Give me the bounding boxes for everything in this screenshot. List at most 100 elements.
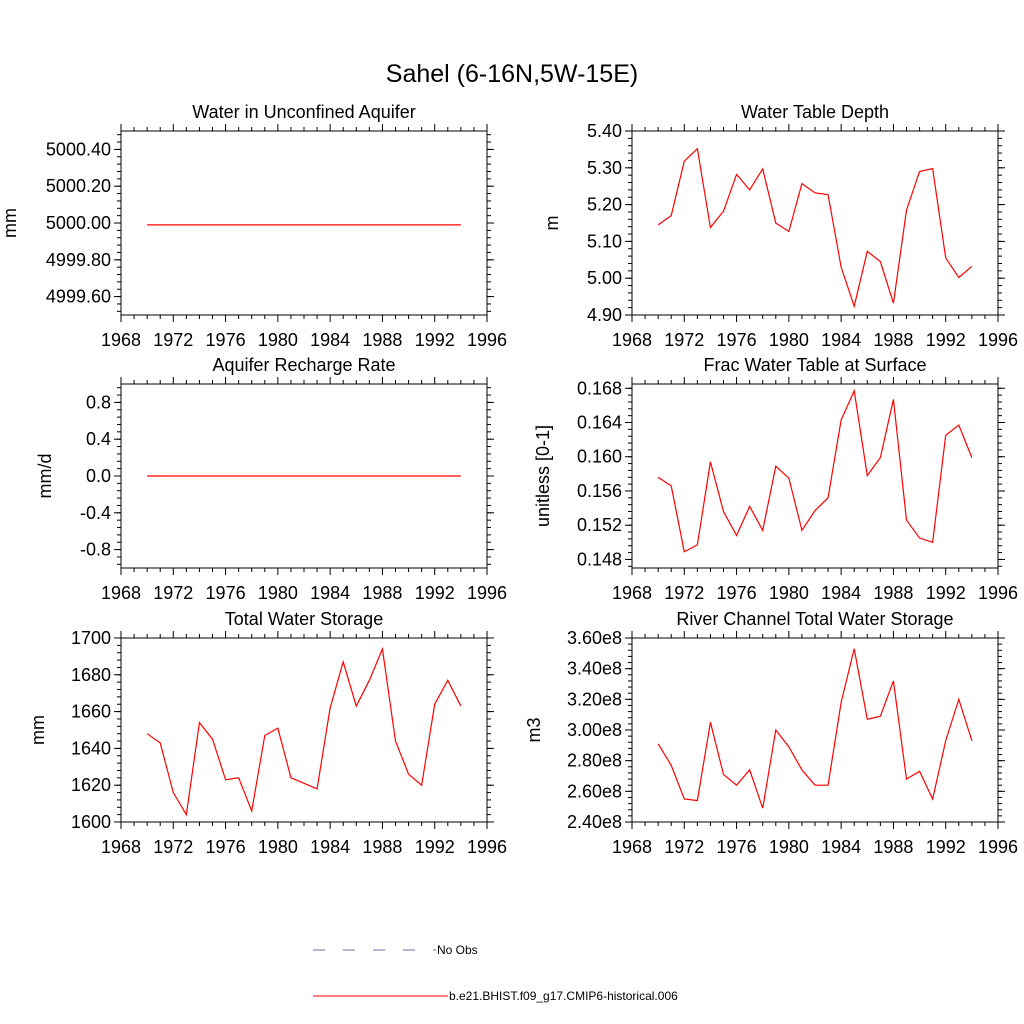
- x-tick-label: 1976: [717, 583, 757, 603]
- y-tick-label: 3.60e8: [567, 628, 622, 648]
- x-tick-label: 1996: [467, 583, 507, 603]
- plot-frame: [120, 130, 488, 316]
- y-tick-label: 1620: [71, 775, 111, 795]
- y-tick-label: 0.8: [86, 392, 111, 412]
- x-tick-label: 1988: [873, 583, 913, 603]
- x-tick-label: 1988: [873, 837, 913, 857]
- y-axis-label: mm/d: [35, 454, 55, 499]
- y-tick-label: 5.00: [587, 268, 622, 288]
- panel-6: River Channel Total Water Storage m3 1968 1…: [524, 609, 1018, 857]
- x-tick-label: 1972: [153, 330, 193, 350]
- x-tick-label: 1980: [769, 583, 809, 603]
- y-tick-label: 2.40e8: [567, 812, 622, 832]
- panel-title: Aquifer Recharge Rate: [212, 355, 395, 375]
- x-tick-label: 1992: [415, 837, 455, 857]
- x-tick-label: 1968: [612, 837, 652, 857]
- x-tick-label: 1968: [101, 330, 141, 350]
- y-tick-label: 2.60e8: [567, 781, 622, 801]
- panels: Water in Unconfined Aquifer mm 1968 1972 197…: [0, 102, 1018, 857]
- panel-2: Water Table Depth m 1968 1972 1976 1980 1984 19…: [542, 102, 1018, 350]
- x-tick-label: 1968: [101, 837, 141, 857]
- y-tick-label: 3.00e8: [567, 720, 622, 740]
- x-tick-label: 1972: [664, 330, 704, 350]
- x-tick-label: 1980: [258, 837, 298, 857]
- x-tick-label: 1992: [926, 837, 966, 857]
- panel-title: Frac Water Table at Surface: [703, 355, 926, 375]
- panel-title: Water in Unconfined Aquifer: [192, 102, 415, 122]
- x-tick-label: 1988: [362, 330, 402, 350]
- x-tick-label: 1968: [612, 583, 652, 603]
- y-tick-label: 5.10: [587, 231, 622, 251]
- x-tick-label: 1984: [821, 330, 861, 350]
- x-tick-label: 1968: [612, 330, 652, 350]
- x-tick-label: 1992: [926, 583, 966, 603]
- y-tick-label: 4.90: [587, 305, 622, 325]
- x-tick-label: 1992: [415, 330, 455, 350]
- x-tick-label: 1980: [769, 837, 809, 857]
- x-tick-label: 1988: [362, 837, 402, 857]
- panel-title: River Channel Total Water Storage: [676, 609, 953, 629]
- x-tick-label: 1984: [310, 330, 350, 350]
- y-tick-label: 0.148: [577, 549, 622, 569]
- x-tick-label: 1996: [978, 583, 1018, 603]
- y-tick-label: 0.156: [577, 481, 622, 501]
- legend: No Obs b.e21.BHIST.f09_g17.CMIP6-histori…: [313, 943, 678, 1003]
- series-line-1: [657, 648, 973, 809]
- panel-4: Frac Water Table at Surface unitless [0-1…: [533, 355, 1018, 603]
- y-tick-label: 1600: [71, 812, 111, 832]
- x-tick-label: 1972: [664, 583, 704, 603]
- x-tick-label: 1968: [101, 583, 141, 603]
- x-tick-label: 1984: [821, 583, 861, 603]
- x-tick-label: 1992: [415, 583, 455, 603]
- y-tick-label: 1640: [71, 738, 111, 758]
- x-tick-label: 1996: [978, 837, 1018, 857]
- x-tick-label: 1992: [926, 330, 966, 350]
- y-tick-label: 1700: [71, 628, 111, 648]
- y-tick-label: 0.152: [577, 515, 622, 535]
- plot-frame: [120, 637, 488, 823]
- y-tick-label: 3.40e8: [567, 659, 622, 679]
- y-tick-label: 1660: [71, 702, 111, 722]
- y-axis-label: mm: [28, 715, 48, 745]
- plot-frame: [631, 383, 999, 569]
- series-line-1: [657, 388, 973, 553]
- y-tick-label: 5.30: [587, 158, 622, 178]
- y-tick-label: 5.20: [587, 195, 622, 215]
- y-tick-label: -0.8: [80, 540, 111, 560]
- y-tick-label: 5.40: [587, 121, 622, 141]
- x-tick-label: 1976: [206, 330, 246, 350]
- panel-1: Water in Unconfined Aquifer mm 1968 1972 197…: [0, 102, 507, 350]
- x-tick-label: 1984: [821, 837, 861, 857]
- x-tick-label: 1976: [717, 330, 757, 350]
- y-tick-label: 0.160: [577, 447, 622, 467]
- series-line-1: [146, 646, 462, 817]
- x-tick-label: 1988: [873, 330, 913, 350]
- panel-title: Total Water Storage: [225, 609, 383, 629]
- x-tick-label: 1972: [664, 837, 704, 857]
- figure-title: Sahel (6-16N,5W-15E): [386, 60, 638, 88]
- legend-label-model: b.e21.BHIST.f09_g17.CMIP6-historical.006: [449, 989, 678, 1003]
- y-tick-label: 4999.60: [46, 287, 111, 307]
- legend-label-no-obs: No Obs: [437, 943, 478, 957]
- x-tick-label: 1980: [769, 330, 809, 350]
- y-tick-label: 4999.80: [46, 250, 111, 270]
- x-tick-label: 1980: [258, 330, 298, 350]
- y-axis-label: unitless [0-1]: [533, 425, 553, 527]
- plot-frame: [631, 637, 999, 823]
- x-tick-label: 1976: [206, 837, 246, 857]
- x-tick-label: 1988: [362, 583, 402, 603]
- x-tick-label: 1984: [310, 837, 350, 857]
- panel-5: Total Water Storage mm 1968 1972 1976 1980 198…: [28, 609, 507, 857]
- panel-3: Aquifer Recharge Rate mm/d 1968 1972 1976 198…: [35, 355, 507, 603]
- y-tick-label: 5000.00: [46, 213, 111, 233]
- y-tick-label: 0.4: [86, 429, 111, 449]
- x-tick-label: 1980: [258, 583, 298, 603]
- y-tick-label: 2.80e8: [567, 751, 622, 771]
- y-axis-label: mm: [0, 208, 20, 238]
- y-axis-label: m3: [524, 717, 544, 742]
- x-tick-label: 1972: [153, 837, 193, 857]
- y-tick-label: 5000.20: [46, 176, 111, 196]
- y-tick-label: 3.20e8: [567, 689, 622, 709]
- series-line-1: [657, 147, 973, 309]
